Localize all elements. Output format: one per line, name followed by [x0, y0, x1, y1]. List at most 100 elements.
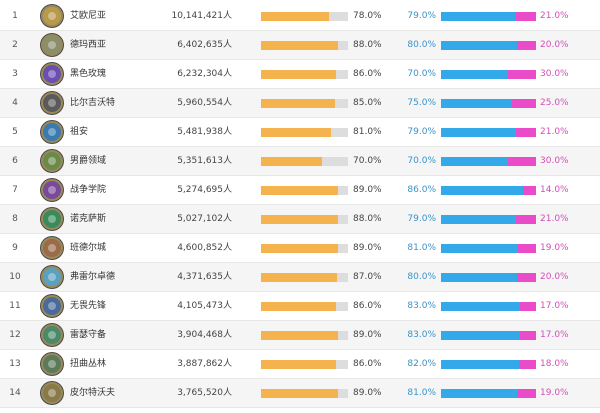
share-bar-pink — [516, 128, 536, 137]
share-pink-percent: 20.0% — [540, 272, 569, 282]
share-blue-percent: 81.0% — [407, 243, 436, 253]
progress-percent: 89.0% — [353, 330, 382, 340]
share-bar — [441, 215, 536, 224]
progress-bar-fill — [261, 360, 336, 369]
share-bar-pink — [507, 70, 536, 79]
share-blue-percent: 79.0% — [407, 214, 436, 224]
server-emblem-icon — [41, 121, 63, 143]
share-blue-percent: 75.0% — [407, 98, 436, 108]
share-bar — [441, 157, 536, 166]
table-row: 11 无畏先锋 4,105,473人 86.0% 83.0% 17.0% — [0, 292, 600, 321]
share-bar — [441, 244, 536, 253]
player-population: 4,371,635人 — [177, 272, 232, 282]
progress-bar-fill — [261, 12, 329, 21]
share-blue-percent: 80.0% — [407, 40, 436, 50]
share-blue-percent: 83.0% — [407, 301, 436, 311]
progress-bar — [261, 128, 348, 137]
player-population: 3,765,520人 — [177, 388, 232, 398]
progress-percent: 81.0% — [353, 127, 382, 137]
server-name: 战争学院 — [70, 185, 107, 195]
progress-percent: 70.0% — [353, 156, 382, 166]
share-blue-percent: 81.0% — [407, 388, 436, 398]
rank-number: 10 — [9, 272, 21, 282]
server-emblem-icon — [41, 150, 63, 172]
server-name: 诺克萨斯 — [70, 214, 107, 224]
player-population: 5,274,695人 — [177, 185, 232, 195]
table-row: 1 艾欧尼亚 10,141,421人 78.0% 79.0% 21.0% — [0, 2, 600, 31]
server-name: 艾欧尼亚 — [70, 11, 107, 21]
share-bar-pink — [507, 157, 536, 166]
progress-bar — [261, 157, 348, 166]
share-pink-percent: 21.0% — [540, 127, 569, 137]
share-bar-blue — [441, 302, 520, 311]
rank-number: 12 — [9, 330, 21, 340]
table-row: 10 弗雷尔卓德 4,371,635人 87.0% 80.0% 20.0% — [0, 263, 600, 292]
server-name: 无畏先锋 — [70, 301, 107, 311]
share-pink-percent: 17.0% — [540, 301, 569, 311]
player-population: 3,887,862人 — [177, 359, 232, 369]
share-bar-blue — [441, 99, 513, 108]
share-pink-percent: 18.0% — [540, 359, 569, 369]
rank-number: 14 — [9, 388, 21, 398]
progress-bar-fill — [261, 244, 339, 253]
progress-bar-fill — [261, 99, 335, 108]
progress-bar-fill — [261, 41, 338, 50]
table-row: 3 黑色玫瑰 6,232,304人 86.0% 70.0% 30.0% — [0, 60, 600, 89]
share-bar-blue — [441, 12, 517, 21]
share-bar-blue — [441, 244, 518, 253]
server-emblem-icon — [41, 382, 63, 404]
server-name: 弗雷尔卓德 — [70, 272, 116, 282]
server-emblem-icon — [41, 5, 63, 27]
server-name: 雷瑟守备 — [70, 330, 107, 340]
rank-number: 13 — [9, 359, 21, 369]
server-name: 扭曲丛林 — [70, 359, 107, 369]
share-blue-percent: 86.0% — [407, 185, 436, 195]
rank-number: 9 — [12, 243, 18, 253]
rank-number: 6 — [12, 156, 18, 166]
progress-percent: 78.0% — [353, 11, 382, 21]
server-emblem-icon — [41, 179, 63, 201]
progress-percent: 86.0% — [353, 359, 382, 369]
rank-number: 2 — [12, 40, 18, 50]
share-pink-percent: 21.0% — [540, 11, 569, 21]
player-population: 10,141,421人 — [171, 11, 232, 21]
progress-percent: 89.0% — [353, 243, 382, 253]
progress-bar-fill — [261, 331, 339, 340]
share-bar-pink — [512, 99, 536, 108]
player-population: 5,481,938人 — [177, 127, 232, 137]
server-name: 祖安 — [70, 127, 89, 137]
player-population: 6,402,635人 — [177, 40, 232, 50]
progress-percent: 86.0% — [353, 301, 382, 311]
rank-number: 4 — [12, 98, 18, 108]
share-bar-blue — [441, 157, 508, 166]
share-bar — [441, 99, 536, 108]
share-bar-blue — [441, 186, 523, 195]
server-emblem-icon — [41, 237, 63, 259]
share-bar — [441, 273, 536, 282]
progress-bar — [261, 41, 348, 50]
share-bar-pink — [517, 41, 536, 50]
share-bar — [441, 331, 536, 340]
share-bar-pink — [519, 331, 536, 340]
player-population: 6,232,304人 — [177, 69, 232, 79]
share-blue-percent: 83.0% — [407, 330, 436, 340]
progress-bar — [261, 215, 348, 224]
rank-number: 5 — [12, 127, 18, 137]
share-bar — [441, 186, 536, 195]
share-bar-pink — [517, 273, 536, 282]
server-emblem-icon — [41, 353, 63, 375]
server-emblem-icon — [41, 324, 63, 346]
progress-bar-fill — [261, 186, 339, 195]
rank-number: 11 — [9, 301, 21, 311]
progress-percent: 89.0% — [353, 185, 382, 195]
share-bar-blue — [441, 331, 520, 340]
share-bar-pink — [522, 186, 536, 195]
progress-bar-fill — [261, 215, 338, 224]
share-pink-percent: 21.0% — [540, 214, 569, 224]
progress-percent: 86.0% — [353, 69, 382, 79]
share-blue-percent: 70.0% — [407, 156, 436, 166]
share-pink-percent: 20.0% — [540, 40, 569, 50]
server-name: 黑色玫瑰 — [70, 69, 107, 79]
share-blue-percent: 82.0% — [407, 359, 436, 369]
